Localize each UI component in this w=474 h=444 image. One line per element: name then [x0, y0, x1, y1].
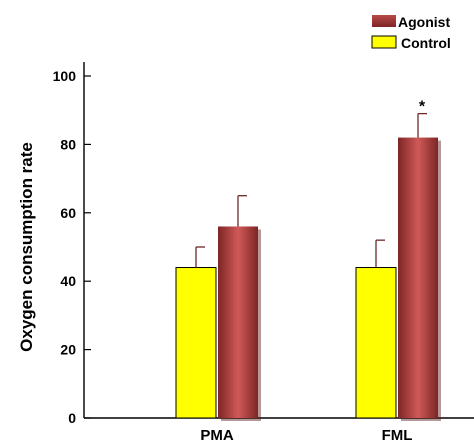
legend-item-agonist: Agonist: [372, 14, 450, 30]
legend: Agonist Control: [371, 14, 451, 51]
y-tick-label-40: 40: [60, 273, 76, 289]
category-labels: PMA FML: [200, 427, 412, 444]
category-label-pma: PMA: [200, 427, 234, 444]
y-tick-label-100: 100: [53, 68, 77, 84]
legend-label-agonist: Agonist: [398, 14, 450, 30]
legend-swatch-agonist: [372, 15, 396, 27]
y-tick-label-20: 20: [60, 342, 76, 358]
bar-agonist-fml: [398, 137, 438, 418]
legend-swatch-control: [371, 35, 397, 49]
y-tick-label-0: 0: [68, 410, 76, 426]
bars: *: [175, 99, 441, 421]
y-axis-label: Oxygen consumption rate: [17, 142, 36, 352]
bar-control-fml: [355, 267, 397, 419]
legend-label-control: Control: [401, 35, 451, 51]
y-tick-label-80: 80: [60, 136, 76, 152]
y-axis-ticks: 0 20 40 60 80 100: [53, 68, 91, 426]
y-tick-label-60: 60: [60, 205, 76, 221]
category-label-fml: FML: [382, 427, 413, 444]
bar-agonist-pma: [218, 226, 258, 418]
significance-marker-fml: *: [419, 99, 426, 116]
bar-control-pma: [175, 267, 217, 419]
legend-item-control: Control: [371, 35, 451, 51]
